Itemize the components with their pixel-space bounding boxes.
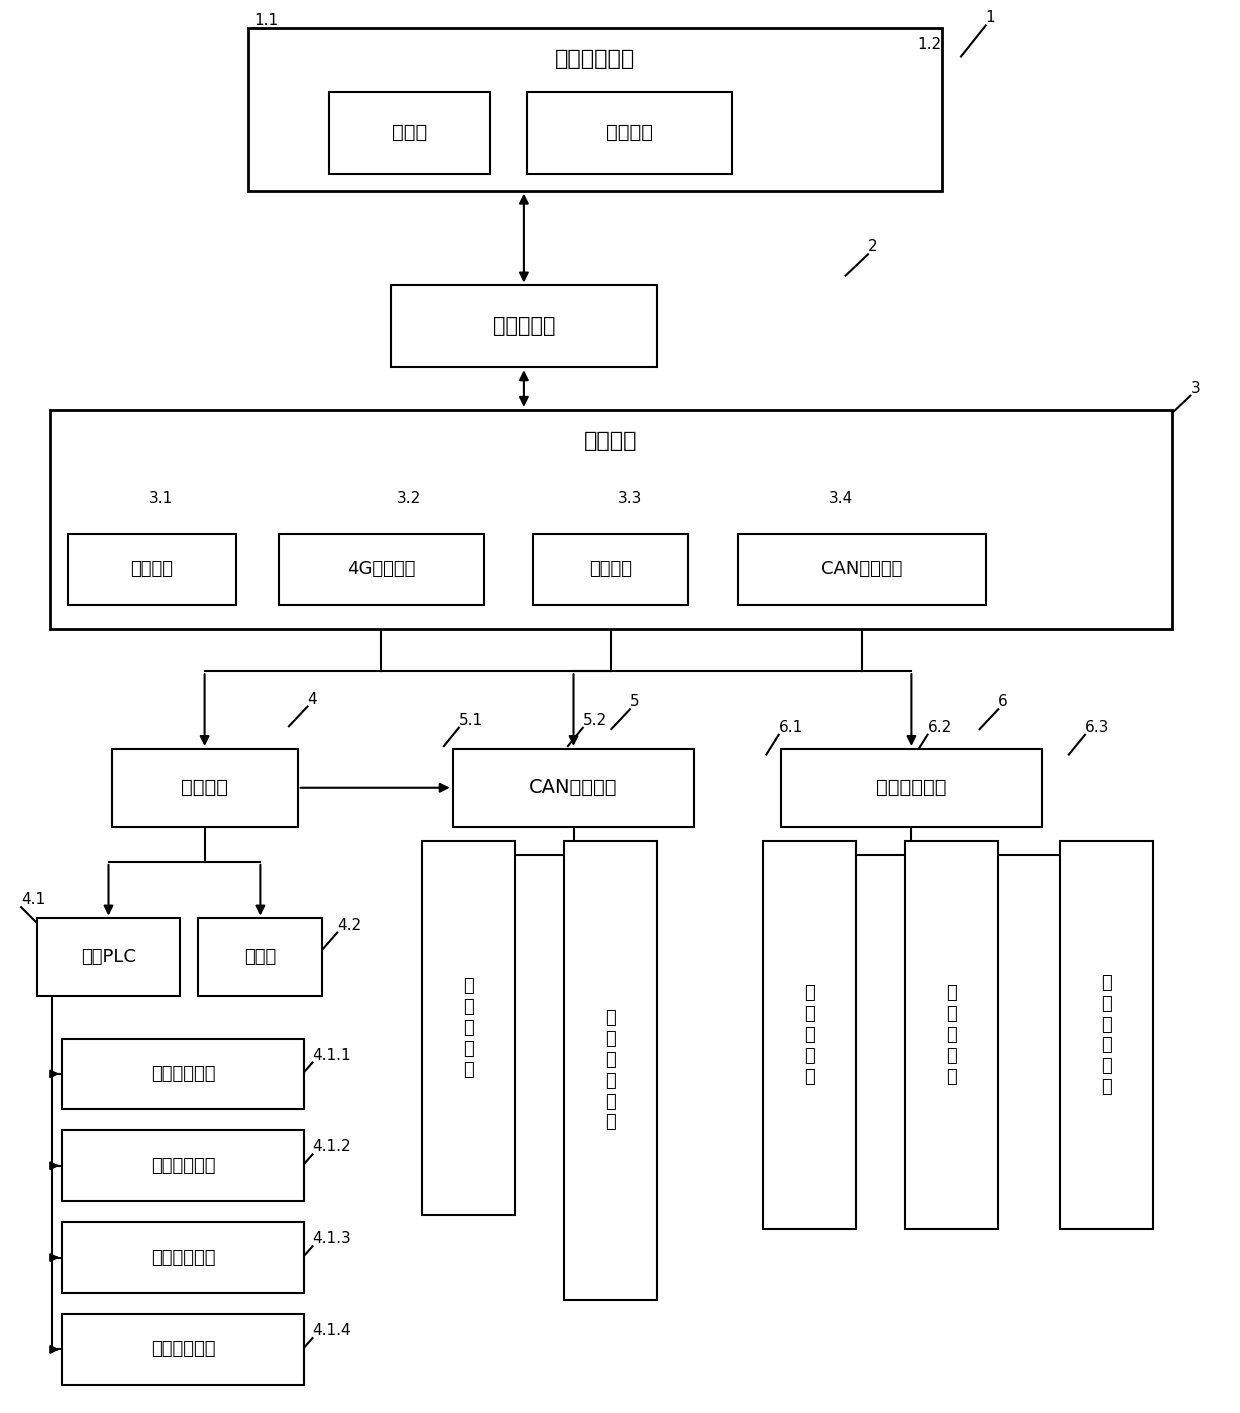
Text: 移动设备: 移动设备 bbox=[606, 123, 652, 143]
Text: 1: 1 bbox=[986, 10, 996, 25]
Bar bbox=[329, 92, 490, 174]
Bar bbox=[62, 1130, 304, 1201]
Bar bbox=[533, 534, 688, 605]
Text: 5.1: 5.1 bbox=[459, 712, 482, 728]
Bar bbox=[564, 841, 657, 1300]
Text: CAN总线接口: CAN总线接口 bbox=[821, 561, 903, 578]
Text: 3: 3 bbox=[1190, 380, 1200, 396]
Bar bbox=[68, 534, 236, 605]
Text: 3.3: 3.3 bbox=[618, 490, 642, 506]
Text: 4.2: 4.2 bbox=[337, 917, 361, 933]
Text: 4.1.3: 4.1.3 bbox=[312, 1231, 351, 1246]
Text: CAN总线模块: CAN总线模块 bbox=[529, 779, 618, 797]
Text: 3.4: 3.4 bbox=[828, 490, 853, 506]
Text: 柴
油
发
电
机
组: 柴 油 发 电 机 组 bbox=[605, 1009, 616, 1132]
Text: 路
况
摄
像
机: 路 况 摄 像 机 bbox=[804, 985, 815, 1085]
Text: 主控PLC: 主控PLC bbox=[81, 948, 136, 966]
Text: 云数据构架: 云数据构架 bbox=[492, 317, 556, 336]
Text: 6.3: 6.3 bbox=[1085, 719, 1110, 735]
Text: 5: 5 bbox=[630, 694, 640, 709]
Text: 高压清洗系统: 高压清洗系统 bbox=[150, 1157, 216, 1174]
Text: 2: 2 bbox=[868, 239, 878, 254]
Text: 6.2: 6.2 bbox=[928, 719, 952, 735]
Text: 远程控制平台: 远程控制平台 bbox=[556, 49, 635, 69]
Bar bbox=[62, 1314, 304, 1385]
Bar bbox=[112, 749, 298, 827]
Bar bbox=[1060, 841, 1153, 1229]
Bar bbox=[62, 1039, 304, 1109]
Text: 毛刷滚刷系统: 毛刷滚刷系统 bbox=[150, 1249, 216, 1266]
Text: 传输设备: 传输设备 bbox=[584, 431, 637, 451]
Text: 1.2: 1.2 bbox=[918, 37, 941, 52]
Text: 4.1.2: 4.1.2 bbox=[312, 1139, 351, 1154]
Text: 司
机
室
摄
像
机: 司 机 室 摄 像 机 bbox=[1101, 974, 1112, 1096]
Text: 真空吸污系统: 真空吸污系统 bbox=[150, 1341, 216, 1358]
Bar bbox=[527, 92, 732, 174]
Text: 毛
刷
摄
像
机: 毛 刷 摄 像 机 bbox=[946, 985, 957, 1085]
Text: 6: 6 bbox=[998, 694, 1008, 709]
Bar bbox=[905, 841, 998, 1229]
Text: 触摸屏: 触摸屏 bbox=[244, 948, 277, 966]
Bar bbox=[248, 28, 942, 191]
Bar bbox=[781, 749, 1042, 827]
Text: 计算机: 计算机 bbox=[392, 123, 427, 143]
Text: 视频主机模块: 视频主机模块 bbox=[877, 779, 946, 797]
Bar bbox=[422, 841, 515, 1215]
Text: 3.1: 3.1 bbox=[149, 490, 174, 506]
Text: 4.1.1: 4.1.1 bbox=[312, 1047, 351, 1063]
Bar bbox=[62, 1222, 304, 1293]
Bar bbox=[763, 841, 856, 1229]
Text: 6.1: 6.1 bbox=[779, 719, 804, 735]
Bar bbox=[50, 410, 1172, 629]
Text: 4.1: 4.1 bbox=[21, 892, 45, 907]
Bar bbox=[37, 918, 180, 996]
Bar bbox=[738, 534, 986, 605]
Text: 电源模块: 电源模块 bbox=[130, 561, 174, 578]
Text: 电源管理系统: 电源管理系统 bbox=[150, 1065, 216, 1082]
Text: 3.2: 3.2 bbox=[397, 490, 422, 506]
Text: 网络接口: 网络接口 bbox=[589, 561, 632, 578]
Text: 网关模块: 网关模块 bbox=[181, 779, 228, 797]
Text: 4.1.4: 4.1.4 bbox=[312, 1323, 351, 1338]
Text: 4G无线模块: 4G无线模块 bbox=[347, 561, 415, 578]
Text: 5.2: 5.2 bbox=[583, 712, 606, 728]
Text: 4: 4 bbox=[308, 691, 317, 706]
Bar bbox=[198, 918, 322, 996]
Bar bbox=[279, 534, 484, 605]
Text: 速
度
里
程
表: 速 度 里 程 表 bbox=[463, 978, 474, 1078]
Text: 1.1: 1.1 bbox=[254, 13, 278, 28]
Bar bbox=[453, 749, 694, 827]
Bar bbox=[391, 285, 657, 367]
